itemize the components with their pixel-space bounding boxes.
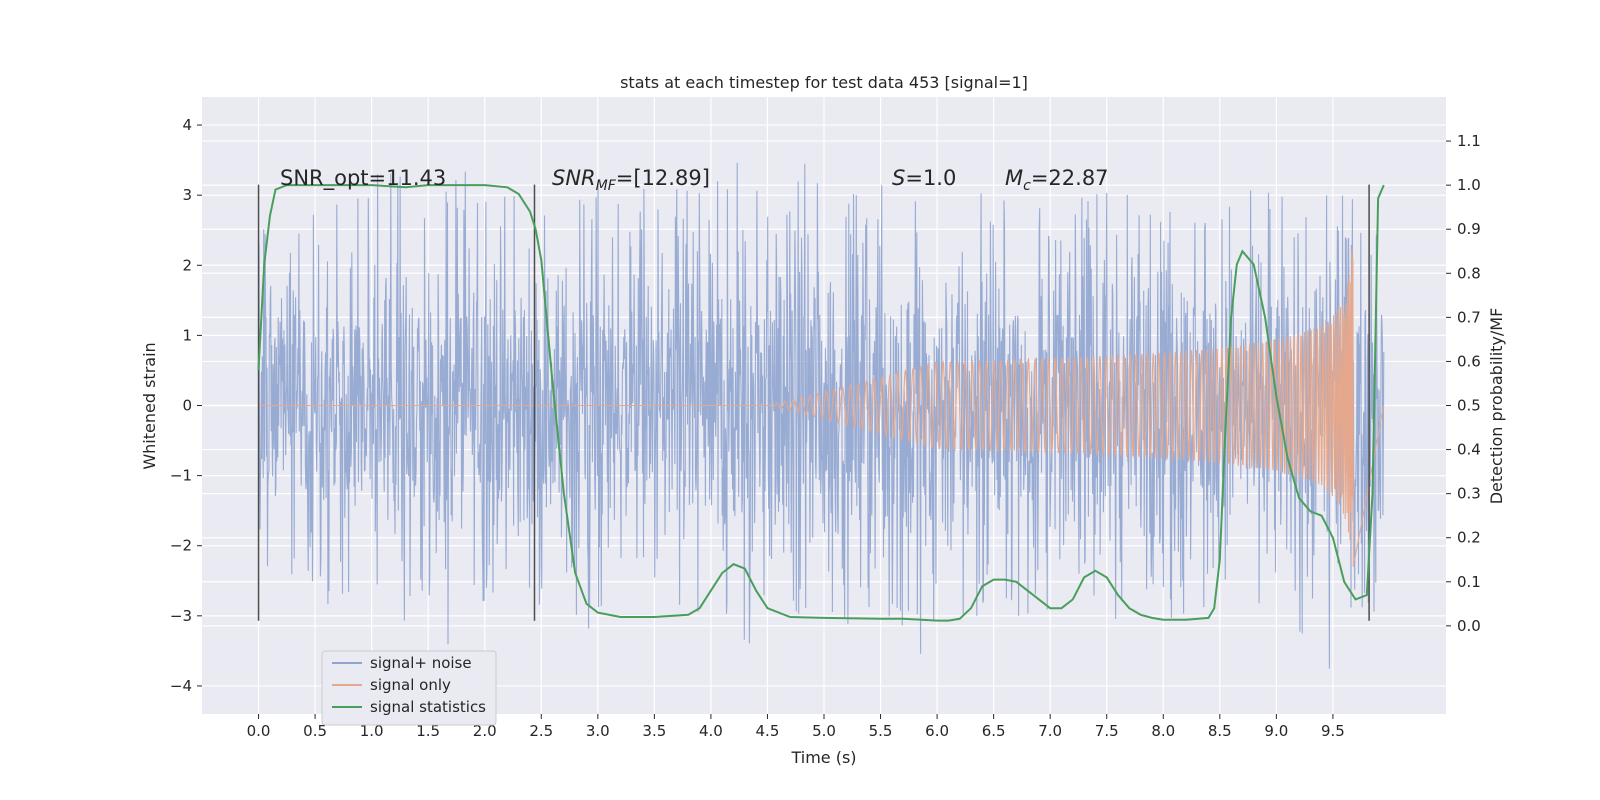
y-tick-label: −4 bbox=[170, 677, 192, 695]
y-tick-label: −3 bbox=[170, 607, 192, 625]
y-right-tick-label: 0.0 bbox=[1457, 617, 1481, 635]
x-tick-label: 7.0 bbox=[1038, 722, 1062, 740]
y-tick-label: −1 bbox=[170, 467, 192, 485]
y-right-tick-label: 1.1 bbox=[1457, 132, 1481, 150]
legend-label-signal-statistics: signal statistics bbox=[370, 698, 486, 716]
y-right-tick-label: 1.0 bbox=[1457, 176, 1481, 194]
x-axis-ticks: 0.0 0.5 1.0 1.5 2.0 2.5 3.0 3.5 4.0 4.5 5.0 5.5 6.0 6… bbox=[247, 714, 1345, 740]
x-tick-label: 2.5 bbox=[529, 722, 553, 740]
s-label: S bbox=[892, 166, 905, 190]
x-tick-label: 8.0 bbox=[1151, 722, 1175, 740]
signal-statistics-series bbox=[257, 184, 1385, 622]
y-right-tick-label: 0.8 bbox=[1457, 264, 1481, 282]
s-annotation: S=1.0 bbox=[892, 166, 956, 190]
signal-only-line bbox=[258, 249, 1385, 567]
y-right-tick-label: 0.7 bbox=[1457, 308, 1481, 326]
legend-box bbox=[321, 650, 497, 726]
x-tick-label: 1.0 bbox=[360, 722, 384, 740]
x-axis-title: Time (s) bbox=[790, 748, 856, 767]
y-right-tick-label: 0.1 bbox=[1457, 573, 1481, 591]
y-tick-label: 3 bbox=[182, 186, 192, 204]
chart-title: stats at each timestep for test data 453… bbox=[620, 73, 1028, 92]
y-right-tick-label: 0.4 bbox=[1457, 441, 1481, 459]
x-tick-label: 1.5 bbox=[416, 722, 440, 740]
y-right-tick-label: 0.6 bbox=[1457, 352, 1481, 370]
y-tick-label: 2 bbox=[182, 256, 192, 274]
y-tick-label: −2 bbox=[170, 537, 192, 555]
mc-main: M bbox=[1005, 166, 1023, 190]
snr-opt-annotation: SNR_opt=11.43 bbox=[280, 166, 446, 191]
x-tick-label: 8.5 bbox=[1208, 722, 1232, 740]
y-right-tick-label: 0.5 bbox=[1457, 397, 1481, 415]
x-tick-label: 9.5 bbox=[1321, 722, 1345, 740]
signal-noise-line bbox=[257, 162, 1385, 669]
legend: signal+ noise signal only signal statist… bbox=[321, 650, 497, 726]
legend-label-signal-only: signal only bbox=[370, 676, 451, 694]
x-tick-label: 4.0 bbox=[699, 722, 723, 740]
x-tick-label: 0.5 bbox=[303, 722, 327, 740]
x-tick-label: 4.5 bbox=[756, 722, 780, 740]
y-right-tick-label: 0.3 bbox=[1457, 485, 1481, 503]
signal-noise-series bbox=[257, 162, 1385, 669]
y-right-axis-ticks: 1.1 1.0 0.9 0.8 0.7 0.6 0.5 0.4 0.3 0.2 0.1 0.0 bbox=[1446, 132, 1481, 635]
mc-value: =22.87 bbox=[1031, 166, 1109, 190]
y-right-tick-label: 0.2 bbox=[1457, 529, 1481, 547]
signal-only-series bbox=[258, 249, 1385, 567]
x-tick-label: 0.0 bbox=[247, 722, 271, 740]
x-tick-label: 6.0 bbox=[925, 722, 949, 740]
x-tick-label: 9.0 bbox=[1264, 722, 1288, 740]
y-tick-label: 1 bbox=[182, 326, 192, 344]
x-tick-label: 2.0 bbox=[473, 722, 497, 740]
x-tick-label: 7.5 bbox=[1095, 722, 1119, 740]
x-tick-label: 5.0 bbox=[812, 722, 836, 740]
x-tick-label: 5.5 bbox=[869, 722, 893, 740]
x-tick-label: 6.5 bbox=[982, 722, 1006, 740]
s-value: =1.0 bbox=[905, 166, 956, 190]
snr-mf-main: SNR bbox=[552, 166, 596, 190]
y-tick-label: 0 bbox=[182, 397, 192, 415]
snr-mf-value: =[12.89] bbox=[616, 166, 710, 190]
snr-mf-sub: MF bbox=[596, 178, 617, 194]
mc-sub: c bbox=[1023, 178, 1031, 194]
snr-mf-annotation: SNRMF=[12.89] bbox=[552, 166, 710, 194]
mc-annotation: Mc=22.87 bbox=[1005, 166, 1109, 194]
y-tick-label: 4 bbox=[182, 116, 192, 134]
x-tick-label: 3.5 bbox=[642, 722, 666, 740]
legend-label-signal-noise: signal+ noise bbox=[370, 654, 472, 672]
y-right-tick-label: 0.9 bbox=[1457, 220, 1481, 238]
y-axis-ticks: 4 3 2 1 0 −1 −2 −3 −4 bbox=[170, 116, 202, 695]
x-tick-label: 3.0 bbox=[586, 722, 610, 740]
y-axis-title: Whitened strain bbox=[140, 342, 159, 469]
signal-statistics-line bbox=[257, 184, 1385, 622]
y-right-axis-title: Detection probability/MF bbox=[1487, 308, 1506, 505]
